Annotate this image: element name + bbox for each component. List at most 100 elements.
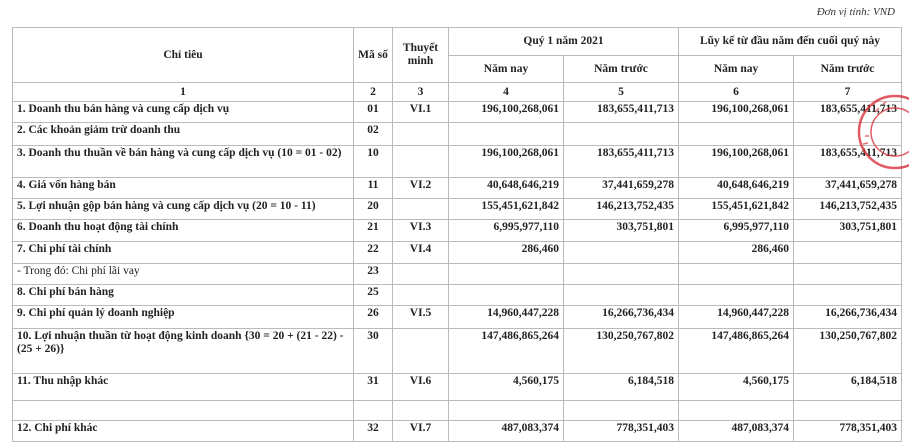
value-quarter-this-year xyxy=(448,122,564,146)
row-note: VI.6 xyxy=(392,373,449,401)
row-label: 9. Chi phí quản lý doanh nghiệp xyxy=(12,305,354,329)
table-row: 3. Doanh thu thuần về bán hàng và cung c… xyxy=(12,145,903,178)
value-ytd-this-year: 487,083,374 xyxy=(678,420,795,442)
value-ytd-last-year: 6,184,518 xyxy=(793,373,903,401)
header-code: Mã số xyxy=(353,27,393,83)
value-quarter-this-year xyxy=(448,400,564,421)
value-ytd-last-year xyxy=(793,263,903,285)
row-code: 23 xyxy=(353,263,393,285)
value-quarter-this-year xyxy=(448,284,564,306)
value-quarter-this-year xyxy=(448,263,564,285)
row-label: 4. Giá vốn hàng bán xyxy=(12,177,354,199)
row-label: 10. Lợi nhuận thuần từ hoạt động kinh do… xyxy=(12,328,354,374)
row-label: 2. Các khoản giảm trừ doanh thu xyxy=(12,122,354,146)
header-q-this-year: Năm nay xyxy=(448,55,564,83)
column-number: 2 xyxy=(353,82,393,102)
value-quarter-last-year: 778,351,403 xyxy=(562,420,680,442)
row-note xyxy=(392,122,449,146)
value-ytd-this-year xyxy=(678,263,795,285)
table-row: 4. Giá vốn hàng bán 11 VI.2 40,648,646,219 3… xyxy=(12,177,903,199)
row-label: - Trong đó: Chi phí lãi vay xyxy=(12,263,354,285)
row-label: 3. Doanh thu thuần về bán hàng và cung c… xyxy=(12,145,354,178)
value-ytd-this-year: 40,648,646,219 xyxy=(678,177,795,199)
value-ytd-last-year: 130,250,767,802 xyxy=(793,328,903,374)
row-note xyxy=(392,263,449,285)
row-label: 7. Chi phí tài chính xyxy=(12,241,354,264)
row-code: 11 xyxy=(353,177,393,199)
value-ytd-last-year: 37,441,659,278 xyxy=(793,177,903,199)
value-ytd-this-year xyxy=(678,284,795,306)
value-quarter-last-year xyxy=(562,400,680,421)
unit-label: Đơn vị tính: VND xyxy=(816,6,895,18)
value-ytd-last-year: 778,351,403 xyxy=(793,420,903,442)
row-note xyxy=(392,198,449,220)
row-note: VI.7 xyxy=(392,420,449,442)
income-statement-table: Chỉ tiêu Mã số Thuyết minh Quý 1 năm 202… xyxy=(12,27,903,442)
row-label xyxy=(12,400,354,421)
value-quarter-this-year: 6,995,977,110 xyxy=(448,219,564,242)
value-ytd-this-year: 155,451,621,842 xyxy=(678,198,795,220)
value-quarter-last-year: 183,655,411,713 xyxy=(562,101,680,123)
value-quarter-last-year xyxy=(562,284,680,306)
value-quarter-last-year: 130,250,767,802 xyxy=(562,328,680,374)
row-note: VI.3 xyxy=(392,219,449,242)
table-row xyxy=(12,400,903,421)
value-ytd-this-year xyxy=(678,400,795,421)
row-code: 02 xyxy=(353,122,393,146)
value-quarter-this-year: 487,083,374 xyxy=(448,420,564,442)
row-code: 31 xyxy=(353,373,393,401)
value-quarter-this-year: 147,486,865,264 xyxy=(448,328,564,374)
row-label: 11. Thu nhập khác xyxy=(12,373,354,401)
value-quarter-last-year: 37,441,659,278 xyxy=(562,177,680,199)
row-label: 8. Chi phí bán hàng xyxy=(12,284,354,306)
table-row: 8. Chi phí bán hàng 25 xyxy=(12,284,903,306)
value-quarter-last-year: 6,184,518 xyxy=(562,373,680,401)
value-ytd-this-year: 6,995,977,110 xyxy=(678,219,795,242)
value-ytd-last-year xyxy=(793,122,903,146)
value-quarter-this-year: 155,451,621,842 xyxy=(448,198,564,220)
value-ytd-last-year: 16,266,736,434 xyxy=(793,305,903,329)
row-label: 5. Lợi nhuận gộp bán hàng và cung cấp dị… xyxy=(12,198,354,220)
table-row: 9. Chi phí quản lý doanh nghiệp 26 VI.5 14,… xyxy=(12,305,903,329)
value-quarter-last-year xyxy=(562,263,680,285)
header-note: Thuyết minh xyxy=(392,27,449,83)
table-row: 12. Chi phí khác 32 VI.7 487,083,374 778,351… xyxy=(12,420,903,442)
value-ytd-this-year: 14,960,447,228 xyxy=(678,305,795,329)
row-label: 6. Doanh thu hoạt động tài chính xyxy=(12,219,354,242)
table-row: 2. Các khoản giảm trừ doanh thu 02 xyxy=(12,122,903,146)
row-code: 32 xyxy=(353,420,393,442)
row-label: 1. Doanh thu bán hàng và cung cấp dịch v… xyxy=(12,101,354,123)
column-number: 7 xyxy=(793,82,903,102)
row-note: VI.1 xyxy=(392,101,449,123)
value-quarter-this-year: 4,560,175 xyxy=(448,373,564,401)
header-indicator: Chỉ tiêu xyxy=(12,27,354,83)
row-note xyxy=(392,400,449,421)
value-ytd-this-year: 196,100,268,061 xyxy=(678,145,795,178)
value-ytd-last-year: 183,655,411,713 xyxy=(793,145,903,178)
row-note: VI.2 xyxy=(392,177,449,199)
value-ytd-last-year: 146,213,752,435 xyxy=(793,198,903,220)
value-quarter-last-year: 146,213,752,435 xyxy=(562,198,680,220)
row-code: 26 xyxy=(353,305,393,329)
header-ytd: Lũy kế từ đầu năm đến cuối quý này xyxy=(678,27,903,56)
value-ytd-last-year xyxy=(793,400,903,421)
value-ytd-this-year: 286,460 xyxy=(678,241,795,264)
row-code xyxy=(353,400,393,421)
value-ytd-last-year xyxy=(793,284,903,306)
value-ytd-last-year xyxy=(793,241,903,264)
row-note xyxy=(392,145,449,178)
value-quarter-this-year: 40,648,646,219 xyxy=(448,177,564,199)
table-row: 11. Thu nhập khác 31 VI.6 4,560,175 6,184,51… xyxy=(12,373,903,401)
value-ytd-this-year: 196,100,268,061 xyxy=(678,101,795,123)
table-row: 10. Lợi nhuận thuần từ hoạt động kinh do… xyxy=(12,328,903,374)
value-ytd-last-year: 303,751,801 xyxy=(793,219,903,242)
value-quarter-this-year: 14,960,447,228 xyxy=(448,305,564,329)
table-row: - Trong đó: Chi phí lãi vay 23 xyxy=(12,263,903,285)
column-number: 3 xyxy=(392,82,449,102)
column-number: 4 xyxy=(448,82,564,102)
row-note xyxy=(392,284,449,306)
value-quarter-last-year: 303,751,801 xyxy=(562,219,680,242)
value-ytd-this-year: 147,486,865,264 xyxy=(678,328,795,374)
header-y-this-year: Năm nay xyxy=(678,55,795,83)
value-quarter-last-year xyxy=(562,241,680,264)
